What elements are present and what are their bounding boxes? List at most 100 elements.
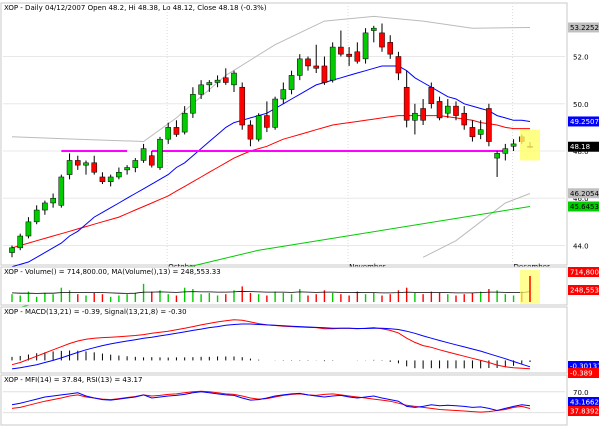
candle-body	[255, 115, 262, 140]
candle-body	[469, 127, 476, 138]
mfi-rsi-header: XOP - MFI(14) = 37.84, RSI(13) = 43.17	[4, 376, 142, 384]
price-box: 49.2507	[570, 118, 599, 126]
candle-body	[198, 84, 204, 95]
ma-red	[11, 115, 530, 249]
volume-ma	[11, 290, 531, 294]
candle-body	[486, 108, 492, 142]
candle-body	[42, 202, 48, 211]
candle-body	[420, 108, 426, 121]
price-box-bg	[568, 22, 599, 33]
volume-ma-box: 248,553	[570, 287, 599, 295]
mfi-tick-label: 70.0	[573, 389, 589, 397]
price-box: 53.2252	[570, 24, 599, 32]
price-box-bg	[568, 116, 599, 127]
candlesticks	[9, 23, 533, 258]
price-axis: 44.0 46.0 48.0 50.0 52.0	[573, 54, 589, 251]
price-tick-label: 52.0	[573, 54, 589, 62]
candle-body	[190, 94, 196, 114]
candle-body	[74, 160, 81, 166]
candle-body	[387, 42, 394, 55]
rsi-box: 43.1662	[570, 399, 599, 407]
candle-body	[453, 105, 459, 116]
macd-panel	[0, 306, 568, 374]
candle-body	[379, 32, 385, 48]
candle-body	[33, 209, 40, 223]
price-header: XOP - Daily 04/12/2007 Open 48.2, Hi 48.…	[4, 4, 267, 12]
moving-averages	[11, 15, 531, 310]
candle-body	[280, 89, 287, 100]
macd-signal-line	[11, 323, 531, 370]
candle-body	[502, 148, 509, 154]
mfi-box-bg	[568, 406, 599, 416]
candle-body	[239, 86, 246, 126]
candle-body	[477, 129, 484, 135]
candle-body	[214, 79, 221, 83]
candle-body	[354, 51, 361, 62]
price-box: 46.2054	[570, 190, 599, 198]
ma-grey-lower	[422, 193, 531, 258]
price-box: 48.18	[570, 143, 590, 151]
candle-body	[444, 105, 451, 114]
candle-body	[9, 247, 15, 253]
price-tick-label: 44.0	[573, 242, 589, 250]
candle-body	[313, 65, 320, 69]
candle-body	[17, 235, 24, 249]
volume-box-bg	[568, 267, 599, 277]
value-boxes: 53.2252 49.2507 48.18 46.2054 45.6453 714,800…	[568, 22, 600, 416]
candle-body	[412, 112, 418, 121]
candle-body	[321, 65, 328, 83]
candle-body	[83, 162, 89, 166]
price-tick-label: 46.0	[573, 195, 589, 203]
volume-bars	[11, 270, 540, 304]
candle-body	[25, 221, 32, 237]
candle-body	[346, 53, 352, 57]
candle-body	[305, 58, 311, 67]
macd-lines	[11, 319, 531, 370]
ma-blue	[11, 65, 531, 268]
candle-body	[370, 27, 377, 31]
candle-body	[140, 148, 147, 161]
candle-body	[148, 155, 155, 166]
volume-box: 714,800	[570, 269, 599, 277]
candle-body	[165, 127, 172, 140]
candle-body	[50, 197, 56, 204]
macd-signal-box: -0.301319	[570, 363, 600, 371]
macd-signal-box-bg	[568, 361, 599, 371]
candle-body	[206, 82, 213, 86]
price-tick-label: 48.0	[573, 148, 589, 156]
candle-body	[395, 56, 402, 74]
candle-body	[510, 143, 517, 147]
price-box-bg	[568, 201, 599, 212]
mfi-box: 37.8392	[570, 408, 599, 416]
macd-box: -0.389	[570, 370, 593, 378]
candle-body	[362, 32, 369, 60]
candle-body	[157, 138, 163, 168]
candle-body	[58, 176, 65, 206]
candle-body	[428, 86, 435, 105]
macd-header: XOP - MACD(13,21) = -0.39, Signal(13,21,…	[4, 308, 187, 316]
candle-body	[247, 124, 254, 140]
last-candle-highlight	[520, 129, 540, 161]
candle-body	[264, 115, 270, 128]
price-tick-label: 50.0	[573, 101, 589, 109]
ma-grey-upper	[11, 15, 531, 143]
candle-body	[288, 75, 295, 90]
candle-body	[116, 171, 122, 178]
candle-body	[173, 127, 180, 135]
volume-header: XOP - Volume() = 714,800.00, MA(Volume()…	[4, 268, 221, 276]
candle-body	[107, 176, 114, 182]
candle-body	[494, 153, 500, 159]
candle-body	[403, 86, 410, 121]
volume-ma-box-bg	[568, 285, 599, 295]
candle-body	[231, 72, 237, 86]
candle-body	[272, 98, 278, 128]
rsi-line	[11, 391, 531, 412]
candle-body	[124, 167, 130, 171]
candle-body	[99, 176, 106, 182]
candle-body	[181, 112, 188, 133]
mfi-rsi-panel	[0, 374, 568, 426]
candle-body	[132, 160, 139, 168]
candle-body	[222, 77, 229, 83]
candle-body	[461, 112, 468, 126]
